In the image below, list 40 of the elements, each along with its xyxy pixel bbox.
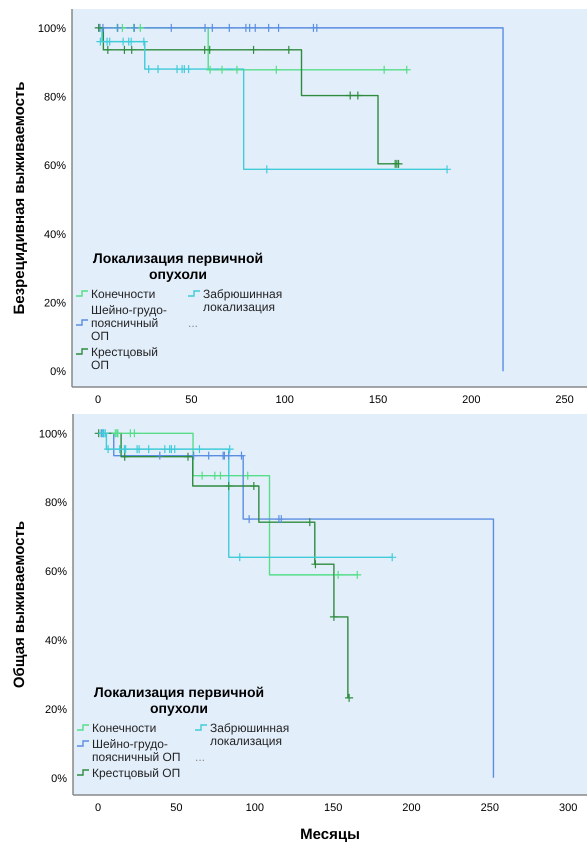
legend-label: Крестцовый ОП <box>91 345 158 372</box>
x-tick-label: 250 <box>555 394 574 406</box>
annotation: ... <box>195 750 206 764</box>
y-axis-title: Безрецидивная выживаемость <box>11 82 28 314</box>
y-tick-label: 0% <box>50 366 66 378</box>
y-tick-label: 20% <box>44 704 68 716</box>
y-tick-label: 60% <box>44 160 66 172</box>
y-tick-label: 60% <box>44 566 68 578</box>
x-tick-label: 200 <box>402 802 421 814</box>
x-tick-label: 0 <box>95 802 102 814</box>
y-tick-label: 0% <box>51 772 68 785</box>
x-tick-label: 150 <box>368 394 388 406</box>
x-tick-label: 50 <box>185 394 198 406</box>
legend-label: Конечности <box>91 287 156 301</box>
x-tick-label: 200 <box>462 394 480 406</box>
legend-label: Шейно-грудо-поясничный ОП <box>92 737 180 764</box>
legend-label: Забрюшинная локализация <box>210 721 290 748</box>
x-tick-label: 100 <box>246 802 264 814</box>
annotation: ... <box>188 316 198 330</box>
legend-title: Локализация первичной опухоли <box>92 250 264 282</box>
y-axis-title: Общая выживаемость <box>11 520 28 688</box>
legend-label: Шейно-грудо-поясничный ОП <box>91 303 167 343</box>
y-tick-label: 20% <box>44 298 66 310</box>
y-tick-label: 40% <box>44 634 68 647</box>
y-tick-label: 100% <box>38 428 68 440</box>
legend-title: Локализация первичной опухоли <box>94 684 264 716</box>
x-axis-title: Месяцы <box>300 826 360 843</box>
y-tick-label: 80% <box>44 92 66 104</box>
legend-label: Конечности <box>92 721 156 735</box>
y-tick-label: 40% <box>44 228 66 241</box>
y-tick-label: 80% <box>44 497 68 510</box>
x-tick-label: 250 <box>480 802 500 814</box>
x-tick-label: 50 <box>170 802 183 814</box>
x-tick-label: 100 <box>276 394 294 406</box>
legend-label: Крестцовый ОП <box>92 766 180 780</box>
x-tick-label: 0 <box>95 394 102 406</box>
x-tick-label: 300 <box>559 802 578 814</box>
y-tick-label: 100% <box>38 22 66 35</box>
x-tick-label: 150 <box>324 802 342 814</box>
legend-label: Забрюшинная локализация <box>203 287 282 314</box>
